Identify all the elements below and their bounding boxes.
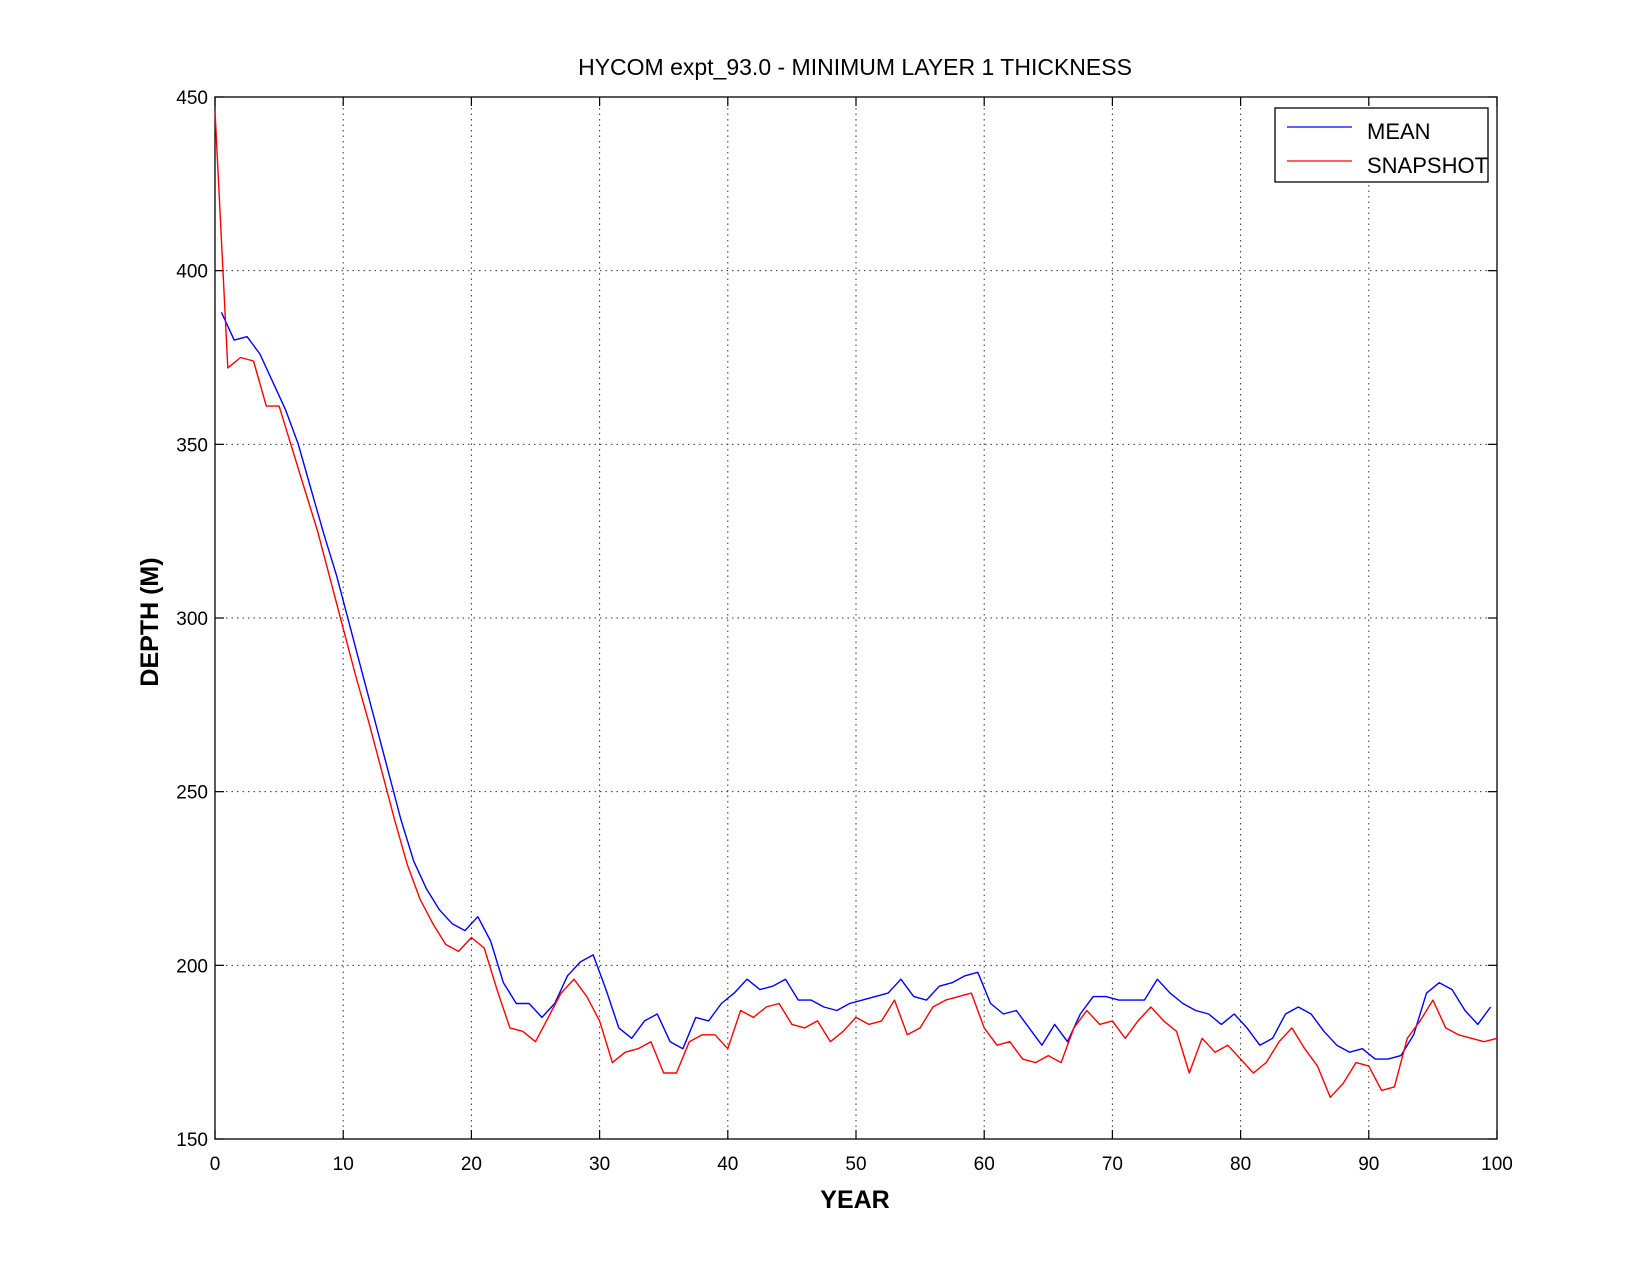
series-line-snapshot <box>214 110 1498 1099</box>
x-tick-label: 30 <box>589 1154 610 1175</box>
y-tick-label: 350 <box>176 435 208 456</box>
x-axis-label: YEAR <box>820 1186 889 1214</box>
x-tick-label: 60 <box>974 1154 995 1175</box>
axis-ticks: 0 10 20 30 40 50 60 70 80 90 100 150 200 250 300 350 400… <box>176 88 1513 1175</box>
x-tick-label: 80 <box>1230 1154 1251 1175</box>
series-lines <box>214 110 1498 1099</box>
x-tick-label: 50 <box>845 1154 866 1175</box>
legend-box <box>1274 107 1489 183</box>
x-tick-label: 0 <box>210 1154 221 1175</box>
y-axis-label: DEPTH (M) <box>136 557 164 686</box>
y-tick-label: 250 <box>176 783 208 804</box>
series-line-mean <box>220 312 1492 1060</box>
y-tick-label: 300 <box>176 609 208 630</box>
legend-label-snapshot: SNAPSHOT <box>1367 153 1488 178</box>
x-tick-label: 70 <box>1102 1154 1123 1175</box>
chart-title: HYCOM expt_93.0 - MINIMUM LAYER 1 THICKN… <box>578 54 1132 80</box>
y-tick-label: 400 <box>176 262 208 283</box>
grid <box>215 97 1497 1139</box>
legend-label-mean: MEAN <box>1367 119 1431 144</box>
legend: MEAN SNAPSHOT <box>1274 107 1489 183</box>
x-tick-label: 20 <box>461 1154 482 1175</box>
x-tick-label: 40 <box>717 1154 738 1175</box>
y-tick-label: 200 <box>176 956 208 977</box>
y-tick-label: 450 <box>176 88 208 109</box>
y-tick-label: 150 <box>176 1130 208 1151</box>
x-tick-label: 90 <box>1358 1154 1379 1175</box>
x-tick-label: 10 <box>333 1154 354 1175</box>
x-tick-label: 100 <box>1481 1154 1513 1175</box>
